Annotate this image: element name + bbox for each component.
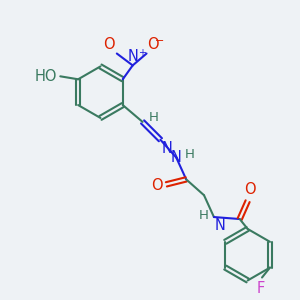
Text: −: − — [154, 36, 164, 46]
Text: F: F — [257, 281, 265, 296]
Text: N: N — [127, 50, 138, 64]
Text: O: O — [151, 178, 162, 193]
Text: N: N — [171, 150, 182, 165]
Text: HO: HO — [35, 69, 57, 84]
Text: N: N — [215, 218, 226, 233]
Text: H: H — [185, 148, 195, 161]
Text: H: H — [199, 208, 209, 222]
Text: O: O — [103, 37, 115, 52]
Text: +: + — [138, 49, 146, 58]
Text: O: O — [244, 182, 255, 197]
Text: N: N — [161, 141, 172, 156]
Text: H: H — [148, 111, 158, 124]
Text: O: O — [148, 37, 159, 52]
